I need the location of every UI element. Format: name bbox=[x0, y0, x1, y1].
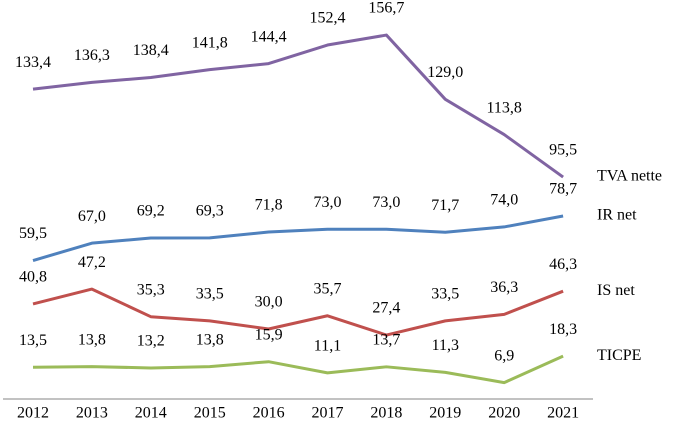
data-label: 71,7 bbox=[431, 197, 459, 214]
data-label: 73,0 bbox=[314, 194, 342, 211]
series-label: IR net bbox=[597, 207, 637, 224]
series-line bbox=[32, 354, 564, 385]
data-label: 11,3 bbox=[432, 337, 459, 354]
data-label: 13,8 bbox=[78, 331, 106, 348]
data-label: 67,0 bbox=[78, 208, 106, 225]
data-label: 129,0 bbox=[427, 64, 463, 81]
data-label: 11,1 bbox=[314, 338, 341, 355]
data-label: 47,2 bbox=[78, 254, 106, 271]
series-line bbox=[32, 287, 564, 337]
data-label: 35,7 bbox=[314, 280, 342, 297]
x-tick-label: 2013 bbox=[76, 405, 108, 422]
data-label: 73,0 bbox=[372, 194, 400, 211]
data-label: 33,5 bbox=[196, 286, 224, 303]
x-tick-label: 2014 bbox=[135, 405, 167, 422]
data-label: 27,4 bbox=[372, 300, 400, 317]
x-tick-label: 2020 bbox=[488, 405, 520, 422]
data-label: 95,5 bbox=[549, 142, 577, 159]
data-label: 78,7 bbox=[549, 181, 577, 198]
data-label: 59,5 bbox=[19, 225, 47, 242]
x-tick-label: 2016 bbox=[253, 405, 285, 422]
x-tick-label: 2012 bbox=[17, 405, 49, 422]
x-tick-label: 2018 bbox=[370, 405, 402, 422]
data-label: 13,8 bbox=[196, 331, 224, 348]
data-label: 15,9 bbox=[255, 326, 283, 343]
data-label: 18,3 bbox=[549, 321, 577, 338]
data-label: 113,8 bbox=[486, 99, 521, 116]
x-tick-label: 2019 bbox=[429, 405, 461, 422]
x-tick-label: 2015 bbox=[194, 405, 226, 422]
data-label: 156,7 bbox=[368, 0, 404, 17]
series-line bbox=[32, 214, 564, 262]
series-line bbox=[32, 33, 564, 179]
data-label: 6,9 bbox=[494, 347, 514, 364]
data-label: 144,4 bbox=[251, 28, 287, 45]
x-tick-label: 2017 bbox=[312, 405, 344, 422]
data-label: 35,3 bbox=[137, 281, 165, 298]
series-label: TICPE bbox=[597, 347, 641, 364]
data-label: 69,2 bbox=[137, 203, 165, 220]
data-label: 46,3 bbox=[549, 256, 577, 273]
data-label: 30,0 bbox=[255, 294, 283, 311]
data-label: 138,4 bbox=[133, 42, 169, 59]
data-label: 13,2 bbox=[137, 333, 165, 350]
data-label: 152,4 bbox=[310, 10, 346, 27]
data-label: 13,7 bbox=[372, 331, 400, 348]
data-label: 33,5 bbox=[431, 286, 459, 303]
data-label: 69,3 bbox=[196, 202, 224, 219]
series-label: TVA nette bbox=[597, 168, 662, 185]
data-label: 71,8 bbox=[255, 197, 283, 214]
data-label: 36,3 bbox=[490, 279, 518, 296]
data-label: 13,5 bbox=[19, 332, 47, 349]
series-label: IS net bbox=[597, 282, 635, 299]
data-label: 136,3 bbox=[74, 47, 110, 64]
data-label: 74,0 bbox=[490, 192, 518, 209]
data-label: 40,8 bbox=[19, 269, 47, 286]
data-label: 141,8 bbox=[192, 34, 228, 51]
data-label: 133,4 bbox=[15, 54, 51, 71]
x-tick-label: 2021 bbox=[547, 405, 579, 422]
